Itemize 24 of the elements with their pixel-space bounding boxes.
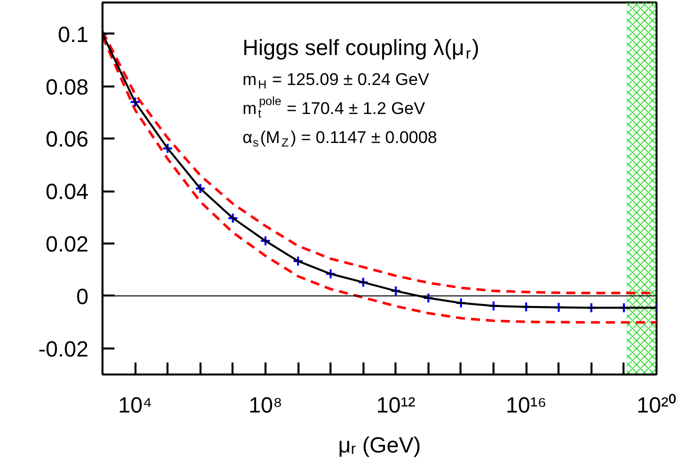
y-tick-label: 0.06 [46, 126, 89, 152]
point [455, 297, 466, 308]
point [292, 256, 304, 267]
point [325, 268, 336, 280]
y-tick-label: 0.02 [46, 232, 89, 257]
x-tick-label: 10¹² [376, 392, 416, 418]
x-tick-label: 10¹⁶ [506, 392, 547, 418]
x-tick-label: 10⁴ [118, 392, 152, 418]
point [194, 183, 206, 194]
y-tick-label: 0.1 [58, 22, 89, 47]
point [227, 212, 238, 224]
point [358, 276, 369, 288]
y-tick-label: -0.02 [38, 336, 89, 362]
x-tick-label: 10⁸ [248, 392, 282, 418]
point [422, 292, 434, 304]
x-tick-label: 10²⁰ [636, 392, 676, 418]
point [260, 235, 271, 246]
point [390, 285, 402, 296]
x-axis-title: μᵣ (GeV) [338, 432, 421, 458]
point [130, 96, 141, 108]
y-tick-label: 0.04 [46, 179, 89, 204]
y-tick-label: 0 [76, 284, 89, 309]
point [162, 142, 174, 154]
y-tick-label: 0.08 [46, 74, 89, 100]
